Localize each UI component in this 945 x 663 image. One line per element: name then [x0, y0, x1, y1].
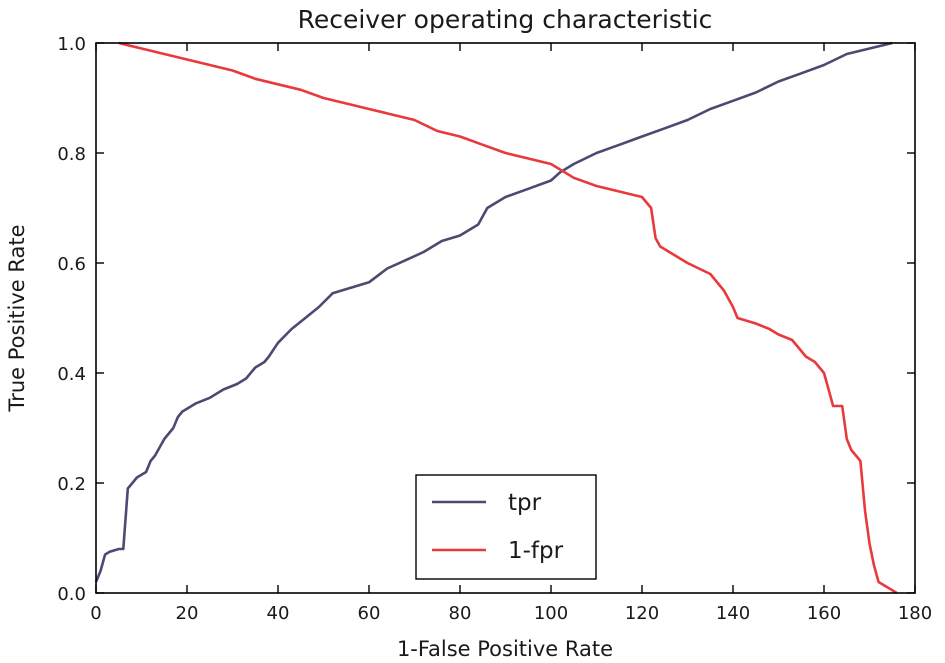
y-tick-label: 0.2: [57, 474, 86, 495]
y-axis-ticks: 0.0 0.2 0.4 0.6 0.8 1.0: [57, 34, 915, 605]
y-tick-label: 0.0: [57, 584, 86, 605]
y-tick-label: 0.4: [57, 364, 86, 385]
chart-title: Receiver operating characteristic: [298, 5, 713, 34]
x-tick-label: 40: [267, 603, 290, 624]
series-line-tpr: [94, 41, 893, 583]
x-tick-label: 140: [716, 603, 750, 624]
y-tick-label: 0.6: [57, 254, 86, 275]
legend: tpr 1-fpr: [415, 474, 597, 580]
x-tick-label: 120: [625, 603, 659, 624]
x-tick-label: 100: [534, 603, 568, 624]
x-axis-ticks: 0 20 40 60 80 100 120 140 160 180: [90, 43, 932, 624]
y-axis-label: True Positive Rate: [5, 224, 29, 412]
legend-box: [415, 474, 597, 580]
series-line-1-fpr: [118, 41, 898, 595]
legend-label-1-fpr: 1-fpr: [508, 538, 564, 564]
axes-frame: [95, 42, 916, 594]
x-axis-label: 1-False Positive Rate: [397, 637, 613, 661]
plot-area: [94, 41, 916, 595]
x-tick-label: 60: [358, 603, 381, 624]
legend-label-tpr: tpr: [508, 490, 542, 516]
x-tick-label: 20: [176, 603, 199, 624]
x-tick-label: 160: [807, 603, 841, 624]
x-tick-label: 180: [898, 603, 932, 624]
y-tick-label: 1.0: [57, 34, 86, 55]
x-tick-label: 80: [449, 603, 472, 624]
y-tick-label: 0.8: [57, 144, 86, 165]
x-tick-label: 0: [90, 603, 101, 624]
